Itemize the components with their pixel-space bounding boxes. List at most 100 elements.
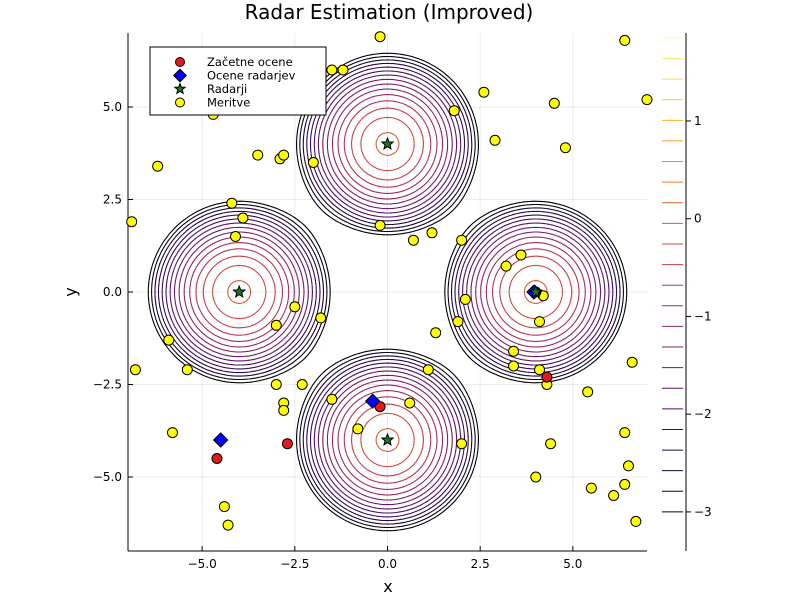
legend-label: Ocene radarjev — [207, 69, 296, 83]
y-tick-label: 0.0 — [103, 285, 122, 299]
point-meritve — [337, 64, 349, 76]
contour-line — [169, 74, 606, 510]
point-meritve — [181, 364, 193, 376]
point-meritve — [508, 360, 520, 372]
colorbar-tick-label: −2 — [694, 407, 712, 421]
point-meritve — [545, 438, 557, 450]
legend-label: Začetne ocene — [207, 55, 293, 69]
point-meritve — [448, 105, 460, 117]
legend-label: Meritve — [207, 96, 250, 110]
point-meritve — [619, 427, 631, 439]
colorbar-tick-label: 0 — [694, 212, 702, 226]
x-tick-label: −2.5 — [280, 557, 309, 571]
point-meritve — [582, 386, 594, 398]
point-meritve — [326, 393, 338, 405]
contour-line — [161, 66, 614, 518]
data-markers — [126, 31, 653, 531]
point-meritve — [626, 356, 638, 368]
y-axis-label: y — [61, 287, 80, 296]
y-tick-label: −5.0 — [93, 470, 122, 484]
point-meritve — [218, 501, 230, 513]
point-meritve — [163, 334, 175, 346]
point-meritve — [530, 471, 542, 483]
point-meritve — [374, 219, 386, 231]
point-meritve — [129, 364, 141, 376]
point-zacetne-ocene — [211, 453, 223, 464]
contour-line — [189, 94, 586, 490]
contour-line — [154, 59, 621, 525]
point-meritve — [278, 149, 290, 161]
point-meritve — [422, 364, 434, 376]
point-meritve — [456, 438, 468, 450]
grid-lines — [128, 33, 647, 551]
point-meritve — [230, 231, 242, 242]
point-meritve — [407, 234, 419, 246]
legend-label: Radarji — [207, 82, 247, 96]
contour-line — [183, 88, 592, 496]
point-meritve — [641, 94, 653, 106]
point-meritve — [270, 379, 282, 390]
point-meritve — [619, 34, 631, 46]
point-meritve — [326, 64, 338, 76]
point-meritve — [608, 490, 620, 501]
point-meritve — [374, 31, 386, 43]
point-meritve — [426, 227, 438, 239]
axis-ticks: −5.0 −2.5 0.0 2.5 5.0 −5.0 −2.5 0.0 2.5 5.0 — [93, 100, 583, 571]
point-meritve — [630, 515, 642, 527]
point-meritve — [500, 260, 512, 272]
point-meritve — [307, 157, 319, 168]
point-meritve — [226, 197, 238, 209]
point-meritve — [478, 86, 490, 98]
point-meritve — [289, 301, 301, 313]
contour-line — [165, 70, 610, 514]
point-meritve — [533, 364, 545, 376]
point-meritve — [456, 234, 468, 246]
y-tick-label: 2.5 — [103, 193, 122, 207]
point-meritve — [252, 149, 264, 161]
point-meritve — [352, 423, 364, 435]
point-ocene-radarjev — [364, 393, 381, 409]
legend-marker-radarji — [173, 82, 187, 95]
contour-line — [147, 52, 628, 532]
point-meritve — [152, 160, 164, 172]
contour-line — [227, 132, 548, 452]
point-meritve — [222, 519, 234, 531]
point-meritve — [278, 404, 290, 416]
point-meritve — [622, 460, 634, 472]
colorbar-tick-label: 1 — [694, 114, 702, 128]
point-meritve — [515, 249, 527, 261]
chart-title: Radar Estimation (Improved) — [245, 0, 534, 24]
point-meritve — [559, 142, 571, 154]
colorbar-tick-label: −1 — [694, 309, 712, 323]
legend-marker-meritve — [175, 97, 185, 108]
point-ocene-radarjev — [212, 432, 229, 448]
contour-line — [178, 83, 597, 501]
y-tick-label: 5.0 — [103, 100, 122, 114]
point-meritve — [237, 212, 249, 224]
x-tick-label: 2.5 — [471, 557, 490, 571]
point-meritve — [270, 319, 282, 331]
x-tick-label: 5.0 — [563, 557, 582, 571]
contour-line — [212, 116, 563, 468]
point-meritve — [585, 482, 597, 494]
legend-marker-zacetne-ocene — [175, 57, 185, 67]
legend-marker-ocene-radarjev — [172, 68, 188, 83]
point-radarji — [528, 284, 543, 299]
point-meritve — [489, 134, 501, 146]
point-meritve — [548, 97, 560, 109]
x-axis-label: x — [383, 577, 392, 596]
point-radarji — [380, 136, 395, 151]
point-zacetne-ocene — [541, 371, 553, 383]
point-zacetne-ocene — [374, 401, 386, 413]
point-meritve — [452, 316, 464, 328]
point-meritve — [404, 397, 416, 409]
contour-line — [151, 55, 624, 529]
point-meritve — [533, 316, 545, 328]
colorbar: 1 0 −1 −2 −3 — [662, 33, 712, 551]
colorbar-tick-label: −3 — [694, 505, 712, 519]
point-radarji — [232, 284, 247, 299]
point-meritve — [619, 478, 631, 490]
point-meritve — [459, 293, 471, 305]
y-tick-label: −2.5 — [93, 378, 122, 392]
contour-line — [173, 78, 602, 506]
